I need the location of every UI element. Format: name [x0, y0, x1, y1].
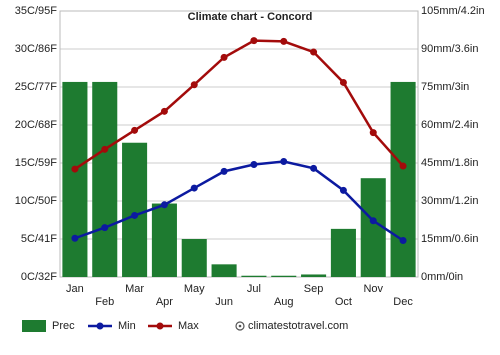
point — [339, 78, 347, 86]
bar — [330, 228, 356, 277]
point — [399, 162, 407, 170]
bar — [122, 142, 148, 277]
y2-tick-label: 45mm/1.8in — [421, 157, 478, 169]
x-tick-label: Jun — [215, 296, 233, 308]
y2-tick-label: 60mm/2.4in — [421, 119, 478, 131]
bar — [181, 239, 207, 277]
y2-tick-label: 30mm/1.2in — [421, 195, 478, 207]
point — [250, 161, 258, 169]
y2-tick-label: 0mm/0in — [421, 271, 463, 283]
point — [101, 224, 109, 232]
y-tick-label: 20C/68F — [15, 119, 57, 131]
legend-swatch — [22, 320, 46, 332]
plot-frame — [59, 10, 419, 278]
point — [220, 53, 228, 61]
x-tick-label: Oct — [335, 296, 352, 308]
point — [310, 164, 318, 172]
point — [280, 157, 288, 165]
point — [280, 37, 288, 45]
y2-tick-label: 90mm/3.6in — [421, 43, 478, 55]
x-tick-label: Feb — [95, 296, 114, 308]
y-tick-label: 15C/59F — [15, 157, 57, 169]
point — [399, 237, 407, 245]
point — [160, 107, 168, 115]
bar — [390, 81, 416, 277]
x-tick-label: Aug — [274, 296, 294, 308]
y-tick-label: 10C/50F — [15, 195, 57, 207]
line — [74, 39, 405, 171]
point — [369, 217, 377, 225]
point — [131, 126, 139, 134]
legend-label: Prec — [52, 320, 75, 332]
bar — [301, 274, 327, 277]
point — [310, 48, 318, 56]
point — [190, 184, 198, 192]
legend-label: Max — [178, 320, 199, 332]
y2-tick-label: 15mm/0.6in — [421, 233, 478, 245]
x-tick-label: Dec — [393, 296, 413, 308]
y2-tick-label: 75mm/3in — [421, 81, 469, 93]
y2-tick-label: 105mm/4.2in — [421, 5, 485, 17]
y-tick-label: 0C/32F — [21, 271, 57, 283]
point — [101, 145, 109, 153]
source-icon-dot — [238, 324, 242, 328]
y-tick-label: 30C/86F — [15, 43, 57, 55]
x-tick-label: Sep — [304, 283, 324, 295]
point — [190, 81, 198, 89]
bar — [241, 275, 267, 277]
legend-label: Min — [118, 320, 136, 332]
x-tick-label: Nov — [363, 283, 383, 295]
y-tick-label: 5C/41F — [21, 233, 57, 245]
point — [71, 234, 79, 242]
bar — [62, 81, 88, 277]
line — [74, 160, 404, 242]
chart-title: Climate chart - Concord — [188, 11, 313, 23]
point — [131, 211, 139, 219]
bar — [211, 264, 237, 277]
source-icon — [235, 321, 245, 331]
x-tick-label: Jan — [66, 283, 84, 295]
point — [250, 37, 258, 45]
x-tick-label: Mar — [125, 283, 144, 295]
y-tick-label: 35C/95F — [15, 5, 57, 17]
point — [160, 201, 168, 209]
x-tick-label: Jul — [247, 283, 261, 295]
x-tick-label: Apr — [156, 296, 173, 308]
point — [71, 165, 79, 173]
point — [369, 129, 377, 137]
point — [220, 167, 228, 175]
bar — [92, 81, 118, 277]
x-tick-label: May — [184, 283, 205, 295]
bar — [151, 203, 177, 277]
y-tick-label: 25C/77F — [15, 81, 57, 93]
point — [339, 186, 347, 194]
bar — [271, 275, 297, 277]
legend-swatch-dot — [96, 322, 104, 330]
source: climatestotravel.com — [248, 320, 348, 332]
legend-swatch-dot — [156, 322, 164, 330]
